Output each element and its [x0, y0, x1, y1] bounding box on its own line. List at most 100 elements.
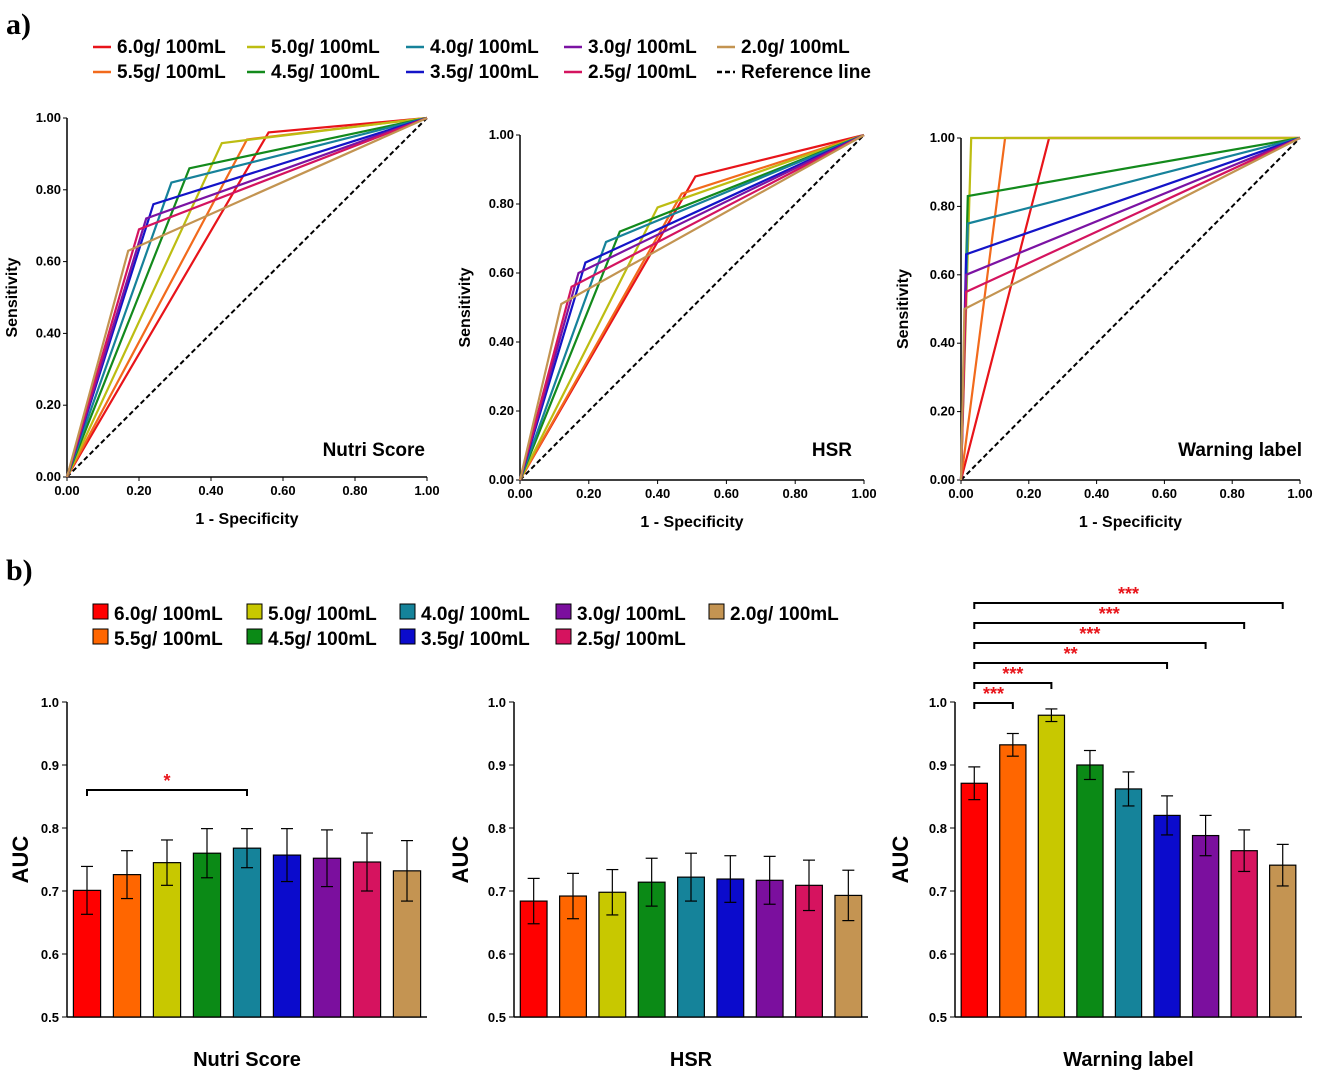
plot-label: HSR — [812, 440, 852, 461]
legend-label-3-0g-100ml: 3.0g/ 100mL — [588, 37, 697, 58]
reference-line — [519, 134, 865, 481]
significance-label: ** — [1064, 644, 1078, 664]
plot-label: Nutri Score — [323, 440, 425, 461]
roc-line-2-5g-100ml — [65, 116, 428, 478]
x-tick-label: 0.60 — [270, 483, 295, 498]
x-tick-label: 1.00 — [1287, 486, 1312, 501]
x-tick-label: 0.60 — [714, 486, 739, 501]
y-axis-title: AUC — [8, 836, 33, 884]
y-tick-label: 0.8 — [41, 821, 59, 836]
bar-6-0g-100ml — [960, 782, 988, 1018]
panel-b-label: b) — [6, 554, 33, 587]
y-tick-label: 0.20 — [489, 403, 514, 418]
bar-2-0g-100ml — [1269, 864, 1297, 1018]
roc-line-4-0g-100ml — [65, 116, 428, 478]
y-tick-label: 0.20 — [930, 404, 955, 419]
x-tick-label: 0.40 — [645, 486, 670, 501]
y-tick-label: 0.9 — [41, 758, 59, 773]
legend-label-5-5g-100ml: 5.5g/ 100mL — [117, 62, 226, 83]
roc-line-3-5g-100ml — [518, 133, 865, 481]
legend-swatch-3-0g-100ml — [555, 603, 572, 620]
y-axis-title: AUC — [888, 836, 913, 884]
y-tick-label: 0.80 — [489, 196, 514, 211]
x-tick-label: 0.20 — [126, 483, 151, 498]
significance-bracket — [973, 602, 1284, 609]
legend-label-3-5g-100ml: 3.5g/ 100mL — [430, 62, 539, 83]
y-tick-label: 0.40 — [36, 325, 61, 340]
y-tick-label: 0.5 — [929, 1010, 947, 1025]
x-tick-label: 0.20 — [1016, 486, 1041, 501]
roc-chart-nutri-score: 0.00 0.20 0.40 0.60 0.80 1.00 0.00 0.20 0.40 0.60… — [4, 110, 440, 528]
y-tick-label: 0.8 — [929, 821, 947, 836]
legend-swatch-5-5g-100ml — [92, 628, 109, 645]
y-tick-label: 1.00 — [489, 127, 514, 142]
y-tick-label: 0.00 — [489, 472, 514, 487]
x-tick-label: 0.20 — [576, 486, 601, 501]
x-tick-label: 0.80 — [1220, 486, 1245, 501]
y-tick-label: 0.20 — [36, 397, 61, 412]
bar-3-0g-100ml — [1191, 834, 1220, 1018]
y-axis-title: Sensitivity — [4, 257, 21, 337]
legend-a: 6.0g/ 100mL 5.0g/ 100mL 4.0g/ 100mL 3.0g/ 1… — [93, 37, 871, 83]
y-axis-title: Sensitivity — [895, 269, 912, 349]
bar-2-5g-100ml — [795, 884, 823, 1018]
x-tick-label: 1.00 — [851, 486, 876, 501]
x-axis-title: Warning label — [1063, 1049, 1193, 1071]
legend-swatch-4-0g-100ml — [399, 603, 416, 620]
x-tick-label: 0.00 — [507, 486, 532, 501]
significance-bracket — [973, 622, 1246, 629]
x-tick-label: 0.40 — [1084, 486, 1109, 501]
bar-3-5g-100ml — [1153, 814, 1181, 1018]
y-axis-title: AUC — [448, 836, 473, 884]
x-axis-title: 1 - Specificity — [195, 511, 298, 528]
x-axis-title: HSR — [670, 1049, 713, 1071]
y-tick-label: 0.80 — [36, 182, 61, 197]
y-tick-label: 1.0 — [41, 695, 59, 710]
auc-bar-chart-nutri-score: 0.5 0.6 0.7 0.8 0.9 1.0 * Nutri Score AUC — [8, 695, 427, 1071]
legend-label-5-0g-100ml: 5.0g/ 100mL — [271, 37, 380, 58]
y-tick-label: 0.5 — [488, 1010, 506, 1025]
legend-label-5-5g-100ml: 5.5g/ 100mL — [114, 629, 223, 650]
plot-label: Warning label — [1178, 440, 1302, 461]
reference-line — [960, 137, 1301, 481]
y-tick-label: 0.60 — [489, 265, 514, 280]
roc-line-5-0g-100ml — [66, 116, 428, 478]
roc-line-4-5g-100ml — [518, 133, 865, 481]
y-tick-label: 0.8 — [488, 821, 506, 836]
legend-swatch-2-0g-100ml — [708, 603, 725, 620]
x-tick-label: 0.00 — [54, 483, 79, 498]
x-tick-label: 0.80 — [783, 486, 808, 501]
auc-bar-chart-hsr: 0.5 0.6 0.7 0.8 0.9 1.0 HSR AUC — [448, 695, 868, 1071]
y-tick-label: 1.00 — [930, 130, 955, 145]
significance-label: *** — [983, 684, 1004, 704]
roc-line-4-5g-100ml — [65, 116, 428, 478]
roc-line-3-0g-100ml — [65, 116, 428, 478]
x-tick-label: 0.40 — [198, 483, 223, 498]
bar-5-5g-100ml — [999, 744, 1027, 1018]
significance-label: *** — [1079, 624, 1100, 644]
x-tick-label: 1.00 — [414, 483, 439, 498]
legend-label-3-5g-100ml: 3.5g/ 100mL — [421, 629, 530, 650]
bar-4-0g-100ml — [1114, 788, 1143, 1018]
roc-line-2-0g-100ml — [518, 134, 865, 481]
y-axis-title: Sensitivity — [457, 267, 474, 347]
y-tick-label: 0.5 — [41, 1010, 59, 1025]
significance-bracket — [973, 642, 1207, 649]
significance-bracket — [86, 789, 248, 796]
x-axis-title: 1 - Specificity — [1079, 514, 1182, 531]
legend-label-4-0g-100ml: 4.0g/ 100mL — [430, 37, 539, 58]
x-tick-label: 0.60 — [1152, 486, 1177, 501]
significance-label: *** — [1099, 604, 1120, 624]
roc-line-6-0g-100ml — [519, 133, 865, 481]
x-tick-label: 0.00 — [948, 486, 973, 501]
y-tick-label: 0.9 — [929, 758, 947, 773]
legend-swatch-4-5g-100ml — [246, 628, 263, 645]
legend-swatch-2-5g-100ml — [555, 628, 572, 645]
y-tick-label: 0.60 — [930, 267, 955, 282]
auc-bar-chart-warning-label: 0.50.60.70.80.91.0 *****************Warni… — [888, 584, 1302, 1071]
roc-line-5-0g-100ml — [519, 133, 865, 481]
x-tick-label: 0.80 — [342, 483, 367, 498]
y-tick-label: 1.00 — [36, 110, 61, 125]
legend-label-2-0g-100ml: 2.0g/ 100mL — [730, 604, 839, 625]
